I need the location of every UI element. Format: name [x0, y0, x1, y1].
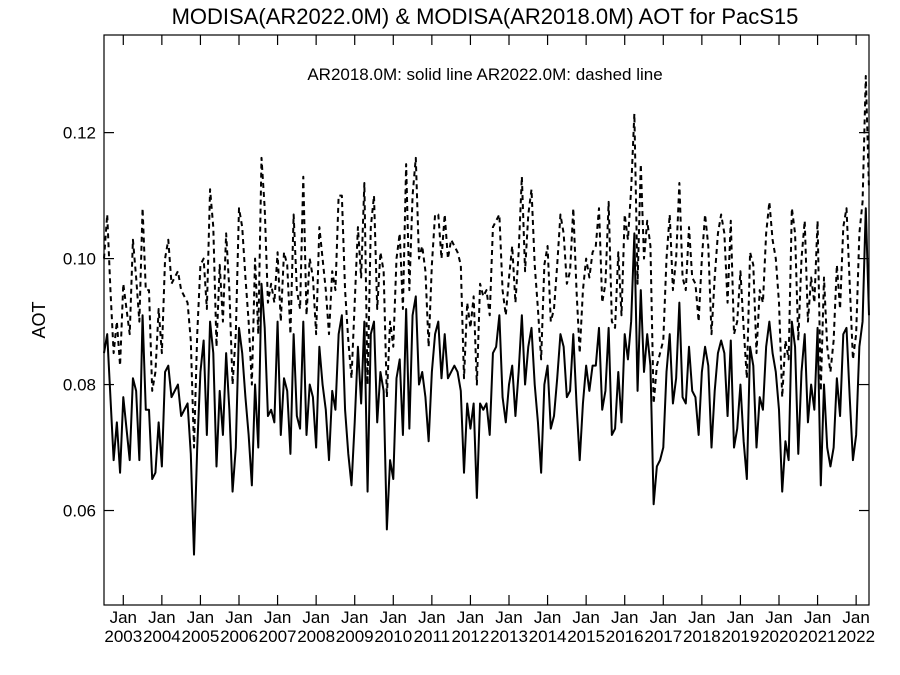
x-tick-month: Jan: [650, 608, 677, 627]
line-style-annotation: AR2018.0M: solid line AR2022.0M: dashed …: [307, 65, 662, 84]
x-tick-year: 2005: [182, 627, 220, 646]
x-tick-month: Jan: [380, 608, 407, 627]
x-tick-month: Jan: [534, 608, 561, 627]
x-tick-year: 2009: [336, 627, 374, 646]
x-tick-year: 2008: [297, 627, 335, 646]
x-tick-month: Jan: [110, 608, 137, 627]
series-line-ar2022-0m: [103, 74, 870, 449]
x-tick-year: 2004: [143, 627, 181, 646]
x-tick-month: Jan: [457, 608, 484, 627]
y-axis-label: AOT: [29, 301, 49, 338]
x-tick-year: 2003: [104, 627, 142, 646]
x-tick-year: 2017: [644, 627, 682, 646]
x-tick-month: Jan: [148, 608, 175, 627]
x-tick-month: Jan: [302, 608, 329, 627]
x-tick-month: Jan: [341, 608, 368, 627]
x-tick-month: Jan: [495, 608, 522, 627]
x-tick-month: Jan: [225, 608, 252, 627]
x-tick-year: 2013: [490, 627, 528, 646]
series-layer: [103, 74, 870, 556]
x-tick-year: 2011: [414, 627, 451, 646]
series-line-ar2018-0m: [103, 207, 870, 556]
x-tick-year: 2007: [259, 627, 297, 646]
x-tick-month: Jan: [187, 608, 214, 627]
y-tick-label: 0.12: [63, 124, 96, 143]
plot-frame: [103, 34, 870, 606]
x-tick-year: 2021: [799, 627, 837, 646]
y-tick-label: 0.06: [63, 502, 96, 521]
x-tick-month: Jan: [572, 608, 599, 627]
y-tick-label: 0.08: [63, 376, 96, 395]
x-tick-month: Jan: [842, 608, 869, 627]
x-tick-year: 2010: [374, 627, 412, 646]
x-tick-year: 2019: [722, 627, 760, 646]
x-tick-month: Jan: [727, 608, 754, 627]
x-tick-month: Jan: [765, 608, 792, 627]
x-tick-month: Jan: [264, 608, 291, 627]
x-tick-month: Jan: [804, 608, 831, 627]
x-tick-month: Jan: [688, 608, 715, 627]
x-tick-year: 2012: [452, 627, 490, 646]
x-tick-month: Jan: [611, 608, 638, 627]
x-tick-month: Jan: [418, 608, 445, 627]
x-tick-year: 2020: [760, 627, 798, 646]
x-tick-year: 2015: [567, 627, 605, 646]
x-tick-year: 2022: [837, 627, 875, 646]
chart-title: MODISA(AR2022.0M) & MODISA(AR2018.0M) AO…: [172, 4, 799, 29]
y-tick-label: 0.10: [63, 250, 96, 269]
x-tick-year: 2016: [606, 627, 644, 646]
x-tick-year: 2018: [683, 627, 721, 646]
x-tick-year: 2006: [220, 627, 258, 646]
x-axis-ticks: Jan2003Jan2004Jan2005Jan2006Jan2007Jan20…: [104, 35, 875, 646]
x-tick-year: 2014: [529, 627, 567, 646]
